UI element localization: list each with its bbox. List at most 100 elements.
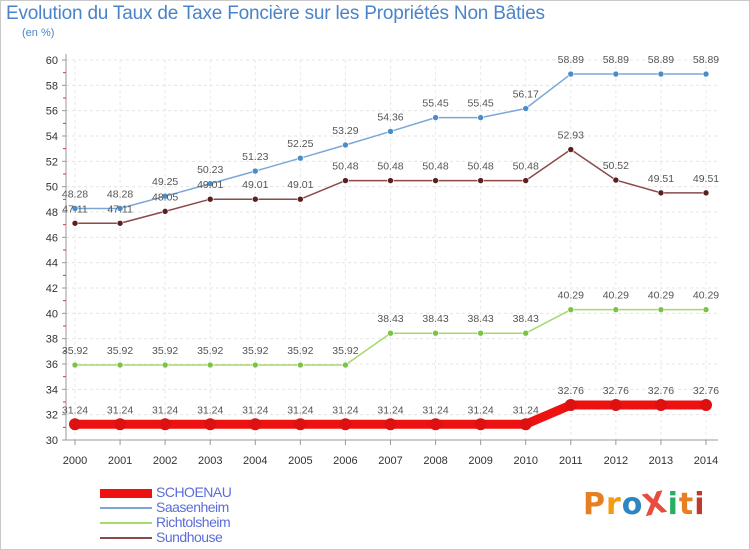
data-point — [612, 176, 620, 184]
y-tick-label: 48 — [46, 207, 58, 219]
data-label: 48.28 — [62, 188, 88, 200]
data-label: 38.43 — [377, 313, 403, 325]
x-tick-label: 2013 — [649, 455, 673, 467]
data-point — [69, 418, 81, 431]
data-label: 52.93 — [558, 130, 584, 142]
data-label: 49.01 — [242, 179, 268, 191]
data-point — [477, 329, 484, 337]
legend-label: Saasenheim — [156, 499, 229, 515]
data-label: 31.24 — [332, 404, 358, 416]
x-tick-label: 2008 — [423, 455, 447, 467]
y-tick-label: 32 — [46, 410, 58, 422]
data-label: 48.05 — [152, 191, 178, 203]
data-label: 35.92 — [107, 345, 133, 357]
data-point — [251, 195, 259, 203]
data-point — [567, 70, 575, 78]
data-point — [206, 361, 214, 369]
data-point — [206, 195, 214, 203]
chart-subtitle: (en %) — [22, 27, 55, 39]
data-point — [612, 70, 620, 78]
data-label: 31.24 — [242, 404, 268, 416]
data-point — [249, 418, 262, 431]
y-tick-label: 42 — [46, 283, 58, 295]
data-point — [251, 361, 259, 369]
data-point — [522, 105, 530, 112]
data-label: 31.24 — [152, 404, 178, 416]
legend-swatch — [100, 507, 152, 509]
data-point — [342, 141, 349, 149]
data-label: 50.48 — [422, 161, 448, 173]
data-point — [700, 399, 712, 412]
data-point — [387, 128, 394, 135]
data-point — [297, 154, 304, 162]
data-point — [384, 418, 397, 431]
data-point — [71, 361, 79, 369]
data-label: 50.52 — [603, 160, 629, 172]
x-tick-label: 2004 — [243, 455, 267, 467]
data-point — [432, 329, 439, 337]
data-point — [116, 219, 124, 227]
data-point — [387, 329, 394, 337]
data-point — [609, 399, 622, 412]
data-label: 31.24 — [422, 404, 448, 416]
data-point — [71, 205, 79, 212]
data-point — [116, 361, 124, 369]
data-point — [116, 205, 124, 212]
data-label: 35.92 — [62, 345, 88, 357]
data-label: 38.43 — [468, 313, 494, 325]
data-label: 54.36 — [377, 111, 403, 123]
y-tick-label: 36 — [46, 359, 58, 371]
data-label: 31.24 — [197, 404, 223, 416]
data-point — [519, 418, 532, 431]
data-label: 58.89 — [558, 54, 584, 66]
data-label: 31.24 — [287, 404, 313, 416]
data-labels: 31.24 31.24 31.24 31.24 31.24 31.24 31.24 31.24… — [62, 54, 719, 416]
data-label: 35.92 — [332, 345, 358, 357]
data-label: 52.25 — [287, 138, 313, 150]
data-label: 35.92 — [242, 345, 268, 357]
y-tick-label: 44 — [46, 258, 58, 270]
data-point — [522, 177, 530, 184]
data-label: 58.89 — [693, 54, 719, 66]
data-point — [564, 399, 577, 412]
data-point — [432, 114, 439, 121]
data-point — [702, 189, 710, 197]
x-tick-label: 2007 — [378, 455, 402, 467]
x-tick-label: 2011 — [559, 455, 583, 467]
y-tick-label: 56 — [46, 106, 58, 118]
data-label: 40.29 — [693, 290, 719, 302]
data-point — [204, 418, 217, 431]
data-point — [702, 306, 710, 313]
legend-swatch — [100, 522, 152, 524]
data-point — [702, 70, 710, 78]
data-label: 50.48 — [332, 161, 358, 173]
series-layer — [69, 70, 712, 431]
y-tick-label: 50 — [46, 182, 58, 194]
x-tick-label: 2006 — [333, 455, 357, 467]
data-label: 35.92 — [197, 345, 223, 357]
data-label: 51.23 — [242, 151, 268, 163]
data-label: 31.24 — [513, 404, 539, 416]
y-tick-label: 40 — [46, 308, 58, 320]
data-point — [657, 70, 665, 78]
data-label: 47.11 — [62, 203, 88, 215]
y-tick-label: 60 — [46, 55, 58, 67]
data-label: 31.24 — [468, 404, 494, 416]
data-point — [161, 208, 169, 215]
data-point — [339, 418, 352, 431]
x-tick-label: 2005 — [288, 455, 312, 467]
data-label: 49.51 — [648, 173, 674, 185]
data-point — [342, 361, 349, 369]
data-label: 50.48 — [513, 161, 539, 173]
data-label: 32.76 — [693, 385, 719, 397]
proxiti-logo: ProXiti — [583, 484, 706, 525]
data-label: 31.24 — [377, 404, 403, 416]
data-point — [251, 167, 259, 175]
data-point — [474, 418, 487, 431]
x-tick-label: 2014 — [694, 455, 718, 467]
data-point — [206, 180, 214, 188]
chart-title: Evolution du Taux de Taxe Foncière sur l… — [6, 3, 545, 24]
data-label: 31.24 — [107, 404, 133, 416]
data-point — [612, 306, 620, 313]
